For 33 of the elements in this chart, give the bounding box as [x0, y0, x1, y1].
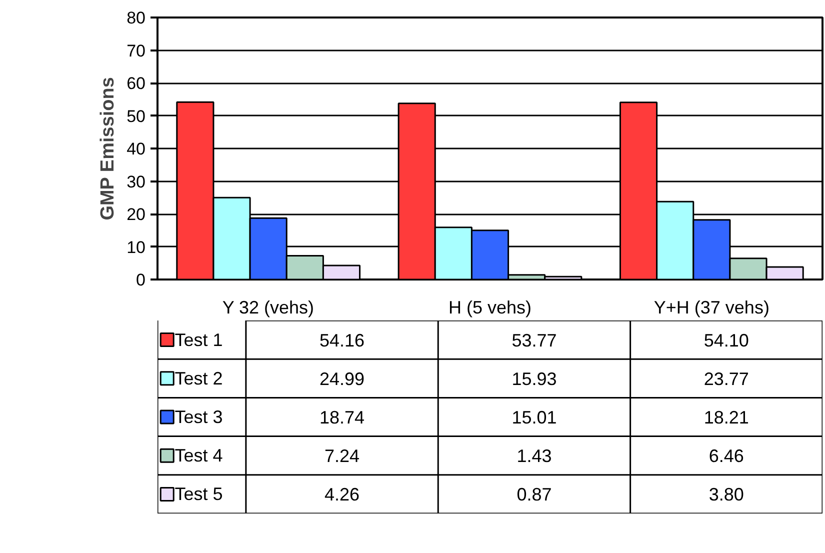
legend-label: Test 1 — [174, 330, 223, 350]
y-tick-label: 50 — [126, 106, 146, 126]
data-label: 54.10 — [704, 330, 749, 350]
x-tick-label: H (5 vehs) — [448, 298, 532, 318]
y-tick-label: 20 — [126, 205, 146, 224]
data-label: 18.21 — [704, 408, 749, 428]
data-label: 15.01 — [512, 408, 557, 428]
data-label: 6.46 — [708, 446, 744, 466]
y-tick-label: 30 — [126, 172, 146, 192]
data-label: 15.93 — [512, 368, 557, 389]
data-label: 23.77 — [704, 368, 749, 389]
legend-label: Test 2 — [174, 368, 223, 388]
y-tick-label: 0 — [136, 270, 146, 290]
x-tick-label: Y+H (37 vehs) — [654, 298, 770, 318]
y-axis-title: GMP Emissions — [98, 77, 119, 220]
data-label: 24.99 — [320, 368, 365, 389]
x-tick-label: Y 32 (vehs) — [222, 298, 314, 318]
y-tick-label: 40 — [126, 140, 146, 158]
y-tick-label: 70 — [126, 41, 146, 60]
legend-label: Test 4 — [174, 446, 223, 466]
legend-label: Test 3 — [174, 407, 223, 427]
y-tick-label: 80 — [126, 8, 146, 28]
data-label: 4.26 — [324, 484, 360, 505]
legend-label: Test 5 — [174, 484, 223, 504]
data-label: 18.74 — [320, 408, 365, 428]
data-label: 53.77 — [512, 330, 557, 350]
y-tick-label: 10 — [126, 238, 146, 257]
data-label: 7.24 — [324, 446, 360, 466]
y-tick-label: 60 — [126, 74, 146, 93]
data-label: 1.43 — [516, 446, 552, 466]
data-label: 3.80 — [708, 484, 744, 505]
data-label: 0.87 — [516, 484, 552, 505]
data-label: 54.16 — [320, 330, 365, 350]
